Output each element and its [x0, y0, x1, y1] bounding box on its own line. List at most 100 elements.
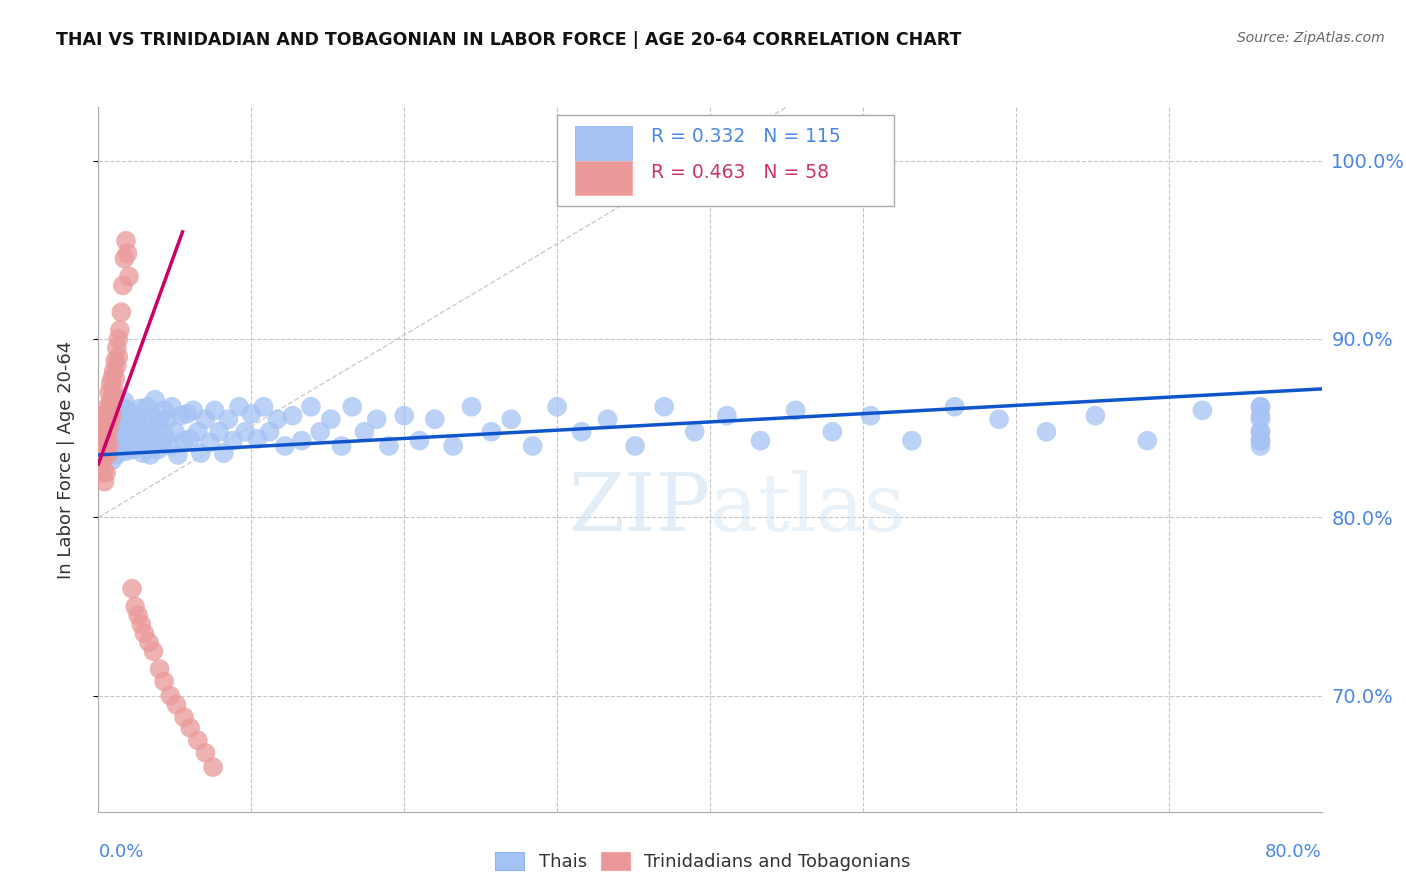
Point [204, 403, 226, 417]
Point [121, 582, 143, 596]
Point [208, 425, 231, 439]
Point [97, 412, 120, 426]
Text: THAI VS TRINIDADIAN AND TOBAGONIAN IN LABOR FORCE | AGE 20-64 CORRELATION CHART: THAI VS TRINIDADIAN AND TOBAGONIAN IN LA… [56, 31, 962, 49]
Point [117, 403, 139, 417]
Point [159, 439, 181, 453]
Point [240, 407, 263, 421]
Point [94, 466, 117, 480]
Point [93, 417, 115, 432]
Point [217, 412, 239, 426]
Point [153, 403, 176, 417]
Point [91, 466, 114, 480]
Point [1035, 425, 1057, 439]
Point [127, 432, 149, 446]
Point [1249, 434, 1271, 448]
Point [103, 382, 125, 396]
Point [501, 412, 523, 426]
Point [107, 417, 129, 432]
Point [291, 434, 314, 448]
Point [139, 448, 162, 462]
Point [309, 425, 332, 439]
Point [228, 400, 250, 414]
Point [94, 430, 117, 444]
Point [155, 430, 177, 444]
Text: ZIP: ZIP [568, 470, 710, 548]
Point [281, 409, 304, 423]
Point [104, 371, 127, 385]
Point [138, 425, 160, 439]
Point [198, 435, 221, 450]
Point [110, 400, 132, 414]
Point [181, 403, 204, 417]
Point [652, 400, 675, 414]
Point [141, 409, 163, 423]
Point [176, 407, 198, 421]
Point [134, 412, 156, 426]
Text: atlas: atlas [710, 470, 905, 548]
Point [94, 425, 117, 439]
Point [233, 425, 256, 439]
Point [142, 437, 165, 451]
Point [125, 410, 148, 425]
Point [110, 425, 132, 439]
Point [127, 608, 149, 623]
Point [173, 710, 195, 724]
Point [1249, 409, 1271, 423]
Point [392, 409, 416, 423]
Point [149, 414, 172, 428]
Point [330, 439, 353, 453]
Point [153, 674, 176, 689]
Point [100, 376, 122, 391]
Point [522, 439, 544, 453]
Point [105, 341, 128, 355]
Text: 0.0%: 0.0% [98, 843, 143, 861]
Point [103, 364, 125, 378]
Point [132, 446, 155, 460]
Point [145, 419, 167, 434]
Point [546, 400, 568, 414]
Text: R = 0.332   N = 115: R = 0.332 N = 115 [651, 127, 841, 145]
Point [423, 412, 446, 426]
Point [1136, 434, 1159, 448]
Point [1249, 412, 1271, 426]
Point [479, 425, 502, 439]
Point [107, 350, 129, 364]
Point [212, 446, 235, 460]
Point [100, 421, 122, 435]
Point [156, 412, 179, 426]
Point [1249, 439, 1271, 453]
Y-axis label: In Labor Force | Age 20-64: In Labor Force | Age 20-64 [56, 340, 75, 579]
Point [143, 392, 166, 407]
FancyBboxPatch shape [557, 115, 894, 206]
Point [98, 403, 121, 417]
Point [1084, 409, 1107, 423]
Point [101, 407, 124, 421]
Point [460, 400, 482, 414]
Text: R = 0.463   N = 58: R = 0.463 N = 58 [651, 162, 830, 182]
Point [121, 442, 143, 457]
Point [105, 359, 128, 373]
Point [194, 412, 217, 426]
Point [173, 434, 195, 448]
Point [165, 698, 187, 712]
Point [90, 457, 112, 471]
Point [441, 439, 464, 453]
Point [105, 448, 128, 462]
Point [1249, 400, 1271, 414]
Point [943, 400, 966, 414]
Point [122, 416, 145, 430]
Point [128, 401, 150, 416]
Point [299, 400, 322, 414]
Point [103, 409, 125, 423]
Point [179, 721, 201, 735]
Point [252, 400, 274, 414]
Point [101, 453, 124, 467]
Point [378, 439, 401, 453]
Point [683, 425, 706, 439]
Point [98, 439, 121, 453]
Point [98, 442, 121, 457]
Point [624, 439, 647, 453]
Point [115, 444, 138, 458]
Point [138, 635, 160, 649]
Point [108, 437, 131, 451]
